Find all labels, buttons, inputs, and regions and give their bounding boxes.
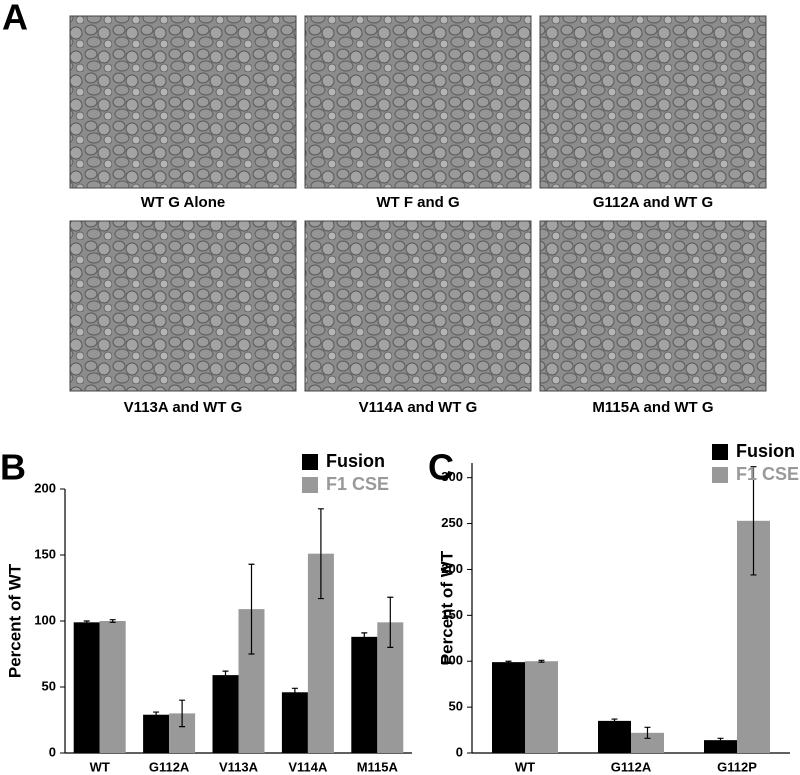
x-tick-label: WT xyxy=(90,759,110,774)
micrograph xyxy=(69,220,297,392)
bar xyxy=(492,662,525,753)
legend-swatch xyxy=(712,467,728,483)
x-tick-label: V114A xyxy=(288,759,328,774)
error-bar xyxy=(317,508,324,600)
x-tick-label: G112A xyxy=(149,759,190,774)
micrograph xyxy=(539,15,767,189)
micrograph xyxy=(539,220,767,392)
micrograph xyxy=(69,15,297,189)
caption: WT F and G xyxy=(376,194,459,211)
bar xyxy=(631,732,664,753)
y-tick-label: 150 xyxy=(441,607,463,622)
y-tick-label: 150 xyxy=(34,546,56,561)
caption: V114A and WT G xyxy=(359,399,478,416)
x-tick-label: G112A xyxy=(611,759,652,774)
error-bar xyxy=(387,596,394,648)
legend-label: Fusion xyxy=(736,441,795,461)
caption: M115A and WT G xyxy=(592,399,713,416)
y-tick-label: 300 xyxy=(441,469,463,484)
y-tick-label: 200 xyxy=(441,561,463,576)
error-bar xyxy=(248,563,255,655)
error-bar xyxy=(611,718,618,724)
legend-label: F1 CSE xyxy=(326,474,389,494)
x-tick-label: G112P xyxy=(717,759,757,774)
y-tick-label: 200 xyxy=(34,480,56,495)
y-axis-label: Percent of WT xyxy=(5,563,24,678)
panel-label: C xyxy=(428,447,454,488)
error-bar xyxy=(750,466,757,576)
legend-label: F1 CSE xyxy=(736,464,799,484)
error-bar xyxy=(505,660,512,664)
y-tick-label: 250 xyxy=(441,515,463,530)
bar xyxy=(704,740,737,753)
error-bar xyxy=(83,620,90,625)
bar xyxy=(525,661,558,753)
y-tick-label: 100 xyxy=(34,612,56,627)
bar xyxy=(281,692,308,753)
panel-label: A xyxy=(2,0,28,38)
legend-swatch xyxy=(712,444,728,460)
x-tick-label: WT xyxy=(515,759,535,774)
error-bar xyxy=(644,726,651,739)
error-bar xyxy=(291,687,298,697)
legend-swatch xyxy=(302,477,318,493)
error-bar xyxy=(361,632,368,642)
error-bar xyxy=(538,659,545,663)
bar xyxy=(143,714,170,753)
caption: V113A and WT G xyxy=(124,399,243,416)
micrographs xyxy=(69,15,767,392)
x-tick-label: M115A xyxy=(357,759,399,774)
bar xyxy=(598,720,631,753)
error-bar xyxy=(109,619,116,623)
y-tick-label: 0 xyxy=(456,744,463,759)
micrograph xyxy=(304,15,532,189)
bar xyxy=(99,621,126,753)
legend-swatch xyxy=(302,454,318,470)
bar xyxy=(351,636,378,753)
error-bar xyxy=(153,711,160,718)
error-bar xyxy=(222,670,229,680)
y-tick-label: 50 xyxy=(42,678,56,693)
micrograph xyxy=(304,220,532,392)
error-bar xyxy=(717,737,724,743)
x-tick-label: V113A xyxy=(219,759,259,774)
caption: WT G Alone xyxy=(141,194,225,211)
y-tick-label: 50 xyxy=(449,699,463,714)
y-tick-label: 100 xyxy=(441,653,463,668)
bar xyxy=(73,622,100,753)
caption: G112A and WT G xyxy=(593,194,713,211)
legend-label: Fusion xyxy=(326,451,385,471)
panel-label: B xyxy=(0,447,26,488)
error-bar xyxy=(179,699,186,728)
y-tick-label: 0 xyxy=(49,744,56,759)
bar xyxy=(212,675,239,753)
y-axis-label: Percent of WT xyxy=(437,550,456,665)
